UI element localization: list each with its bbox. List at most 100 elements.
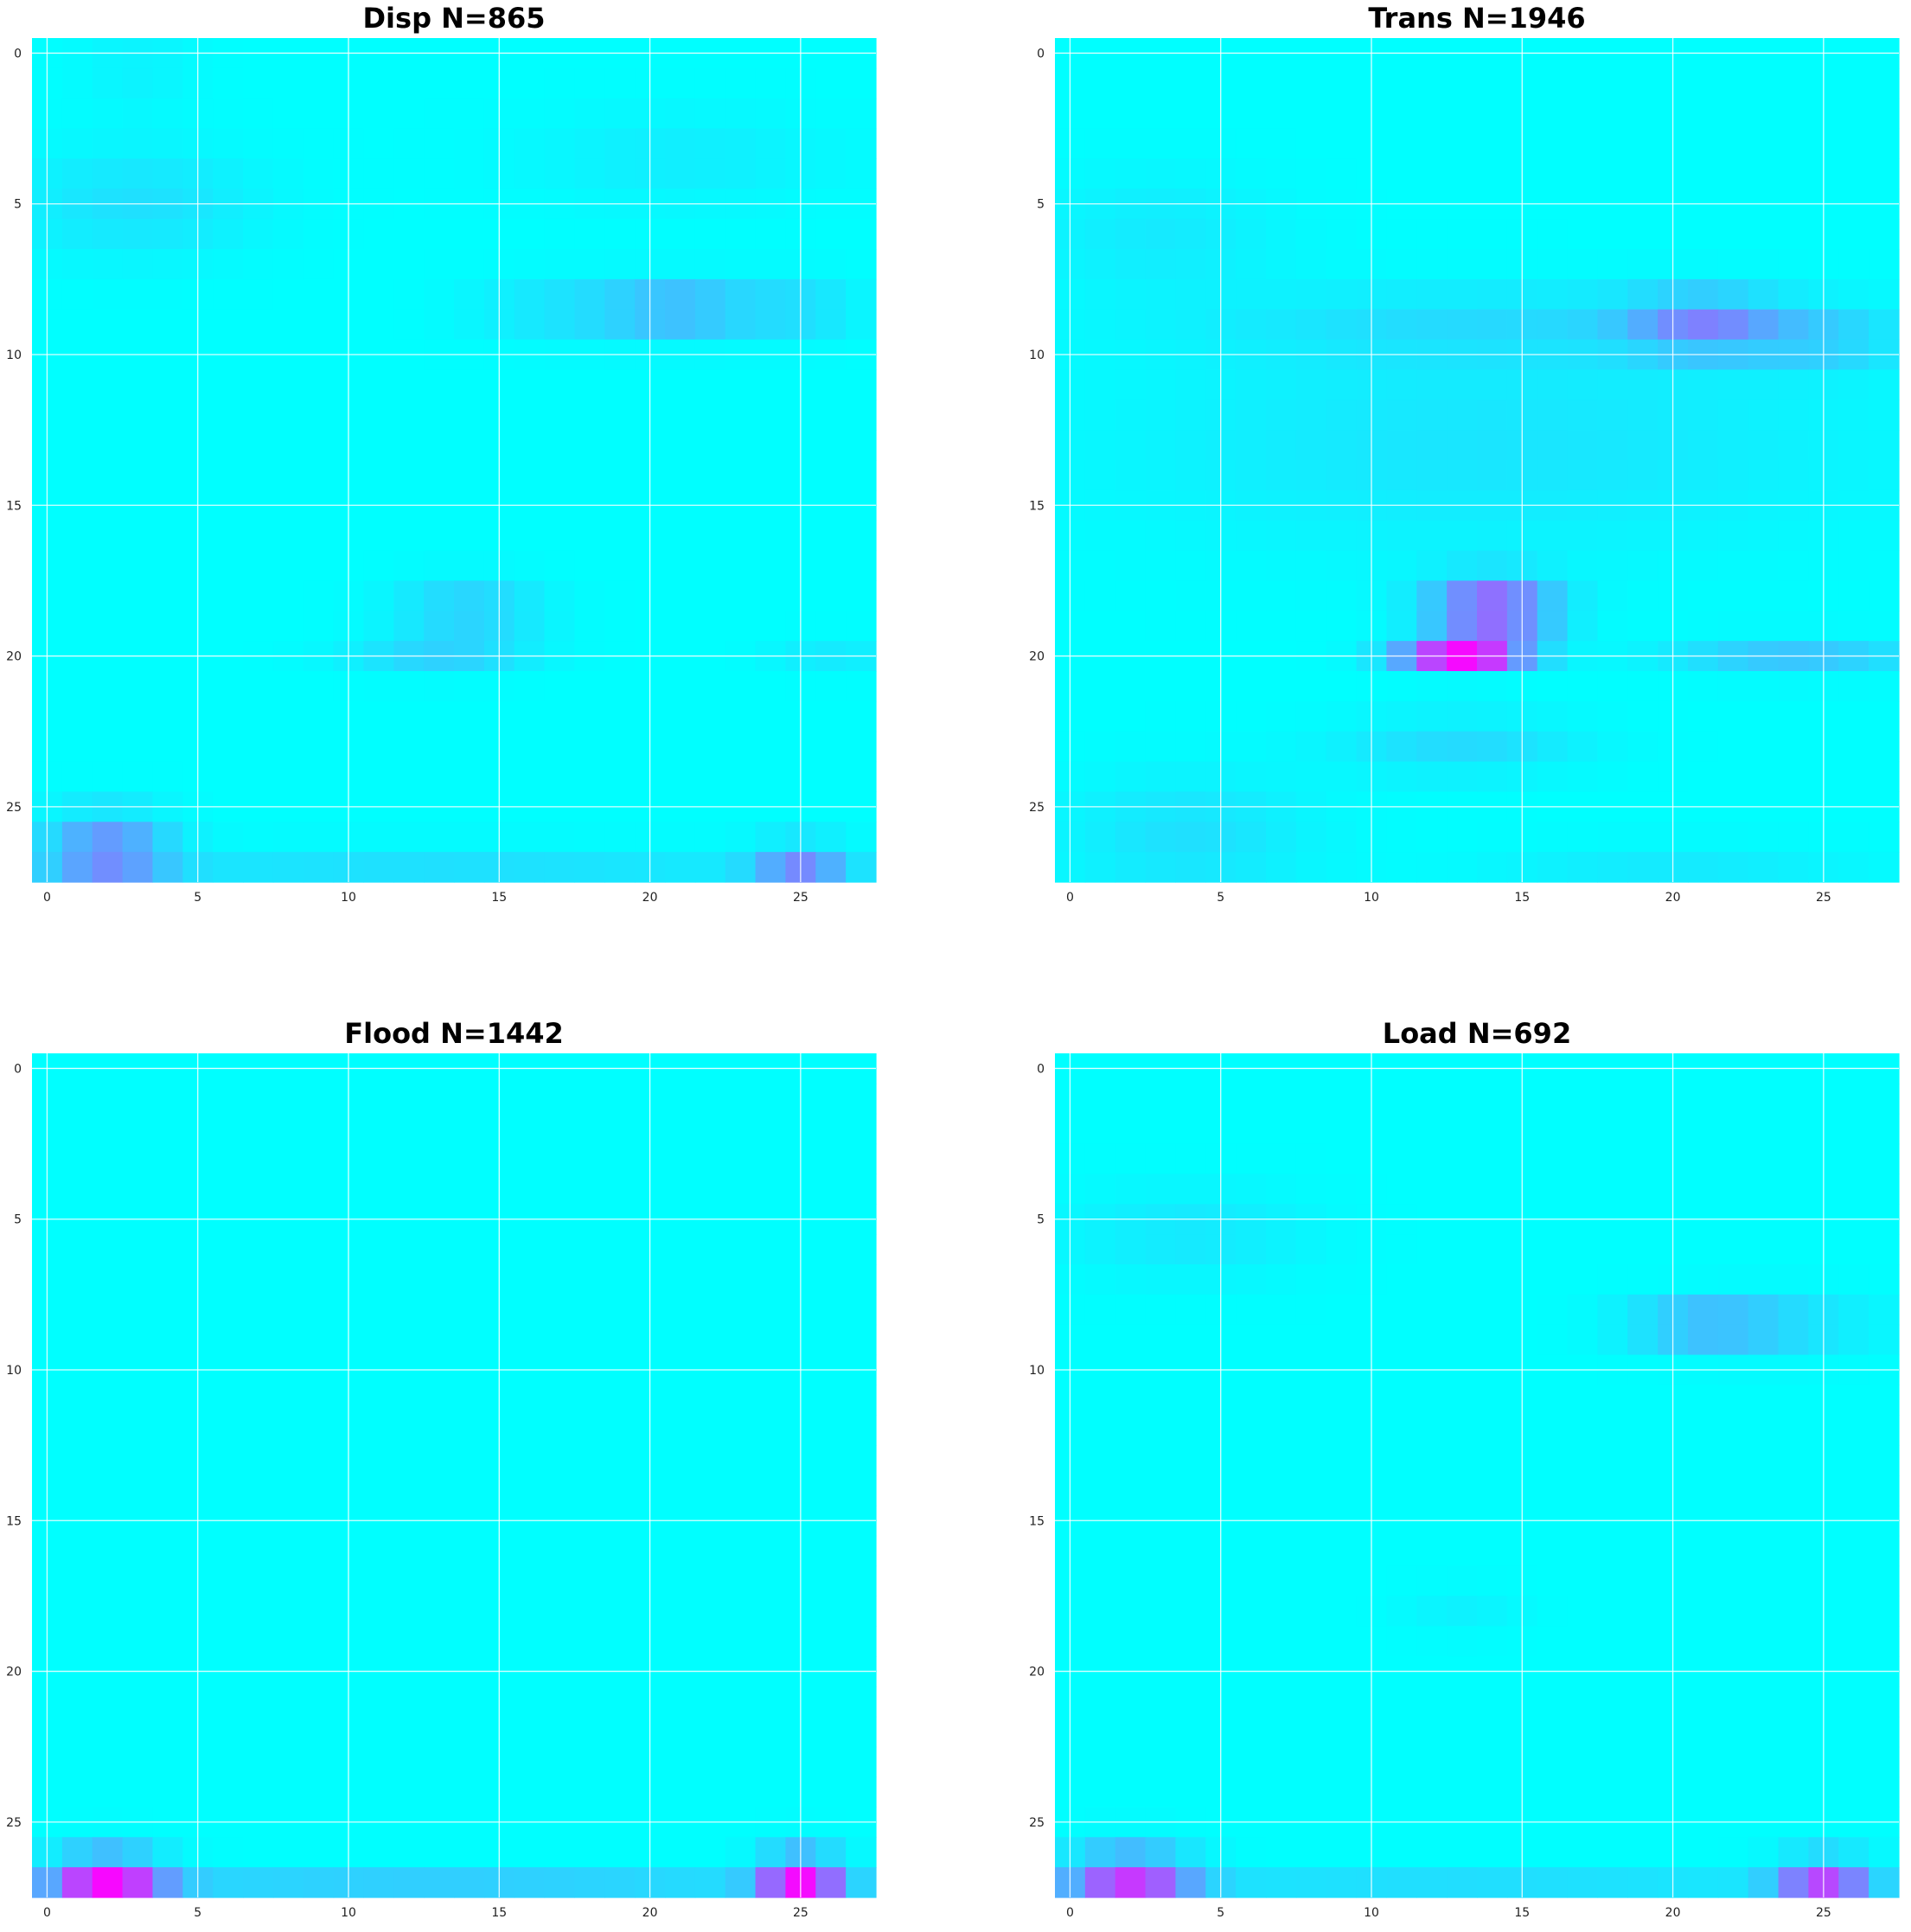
- heatmap-cell: [694, 249, 726, 280]
- heatmap-cell: [1084, 550, 1116, 582]
- heatmap-cell: [1145, 309, 1177, 341]
- heatmap-cell: [755, 1776, 787, 1808]
- heatmap-cell: [1717, 611, 1749, 642]
- heatmap-cell: [363, 852, 394, 883]
- heatmap-cell: [1386, 1837, 1417, 1868]
- heatmap-cell: [1597, 580, 1628, 611]
- heatmap-cell: [815, 1867, 847, 1898]
- heatmap-cell: [243, 128, 274, 160]
- heatmap-cell: [454, 1837, 485, 1868]
- heatmap-cell: [846, 852, 877, 883]
- heatmap-cell: [1537, 1867, 1569, 1898]
- heatmap-cell: [152, 460, 183, 491]
- heatmap-cell: [1386, 430, 1417, 461]
- heatmap-cell: [1477, 1385, 1508, 1416]
- heatmap-cell: [424, 550, 455, 582]
- heatmap-cell: [1145, 1776, 1177, 1808]
- heatmap-cell: [272, 1083, 304, 1115]
- heatmap-cell: [393, 1626, 425, 1657]
- heatmap-cell: [1386, 1475, 1417, 1507]
- heatmap-cell: [1416, 309, 1448, 341]
- heatmap-cell: [1447, 1837, 1478, 1868]
- heatmap-cell: [1627, 1083, 1659, 1115]
- heatmap-cell: [393, 98, 425, 130]
- heatmap-cell: [725, 1626, 757, 1657]
- heatmap-cell: [665, 701, 696, 732]
- heatmap-cell: [1115, 1565, 1147, 1597]
- heatmap-cell: [604, 1776, 636, 1808]
- heatmap-cell: [665, 309, 696, 341]
- heatmap-cell: [694, 1083, 726, 1115]
- heatmap-cell: [846, 1445, 877, 1476]
- heatmap-cell: [272, 1264, 304, 1295]
- heatmap-cell: [1537, 1837, 1569, 1868]
- heatmap-cell: [514, 701, 546, 732]
- heatmap-cell: [1838, 580, 1869, 611]
- heatmap-cell: [152, 1746, 183, 1778]
- heatmap-cell: [122, 520, 154, 552]
- heatmap-cells: [32, 38, 877, 883]
- heatmap-cell: [1869, 1294, 1900, 1326]
- heatmap-cell: [1386, 731, 1417, 763]
- heatmap-cell: [604, 1324, 636, 1356]
- heatmap-cell: [1688, 1716, 1719, 1748]
- heatmap-cell: [846, 1385, 877, 1416]
- heatmap-cell: [1838, 128, 1869, 160]
- heatmap-cell: [1084, 158, 1116, 189]
- heatmap-cell: [424, 1596, 455, 1627]
- heatmap-cell: [665, 731, 696, 763]
- heatmap-cell: [1838, 1716, 1869, 1748]
- heatmap-cell: [363, 1385, 394, 1416]
- heatmap-cell: [1447, 1083, 1478, 1115]
- heatmap-cell: [61, 1686, 93, 1718]
- heatmap-cell: [1627, 219, 1659, 250]
- heatmap-cell: [1748, 1174, 1780, 1205]
- heatmap-cell: [213, 219, 244, 250]
- heatmap-cell: [514, 1143, 546, 1175]
- heatmap-cell: [272, 98, 304, 130]
- heatmap-cell: [604, 1686, 636, 1718]
- heatmap-cell: [544, 1174, 576, 1205]
- heatmap-cell: [1295, 1837, 1327, 1868]
- heatmap-cell: [1627, 1776, 1659, 1808]
- heatmap-cell: [1295, 1746, 1327, 1778]
- heatmap-cell: [755, 67, 787, 99]
- heatmap-cell: [514, 1596, 546, 1627]
- heatmap-cell: [1416, 98, 1448, 130]
- heatmap-cell: [1236, 67, 1267, 99]
- heatmap-cell: [303, 1565, 335, 1597]
- heatmap-cell: [665, 67, 696, 99]
- heatmap-cell: [725, 580, 757, 611]
- heatmap-cell: [1748, 1445, 1780, 1476]
- heatmap-cell: [213, 1264, 244, 1295]
- heatmap-cell: [1326, 1324, 1358, 1356]
- heatmap-cell: [1145, 550, 1177, 582]
- heatmap-cell: [1748, 852, 1780, 883]
- heatmap-cell: [1084, 761, 1116, 793]
- y-tick-label: 10: [6, 1364, 22, 1378]
- heatmap-cell: [213, 1565, 244, 1597]
- heatmap-cell: [544, 731, 576, 763]
- heatmap-cell: [1236, 1264, 1267, 1295]
- heatmap-cell: [243, 400, 274, 431]
- heatmap-cell: [755, 580, 787, 611]
- heatmap-cell: [61, 430, 93, 461]
- heatmap-cell: [1145, 1716, 1177, 1748]
- heatmap-cell: [424, 1535, 455, 1567]
- heatmap-cell: [574, 761, 605, 793]
- heatmap-cell: [725, 822, 757, 853]
- heatmap-cell: [92, 430, 124, 461]
- heatmap-cell: [1145, 1565, 1177, 1597]
- heatmap-cell: [303, 219, 335, 250]
- heatmap-cell: [1477, 701, 1508, 732]
- heatmap-cell: [1537, 822, 1569, 853]
- heatmap-cell: [694, 158, 726, 189]
- heatmap-cell: [1236, 1234, 1267, 1265]
- heatmap-cell: [574, 731, 605, 763]
- heatmap-cell: [92, 701, 124, 732]
- heatmap-panel-load: Load N=692 0 5 10 15 20 25 0 5 10 15 20 25: [1029, 1017, 1900, 1920]
- heatmap-cell: [1326, 1445, 1358, 1476]
- heatmap-cell: [1175, 369, 1206, 400]
- heatmap-cell: [122, 580, 154, 611]
- heatmap-cell: [1115, 460, 1147, 491]
